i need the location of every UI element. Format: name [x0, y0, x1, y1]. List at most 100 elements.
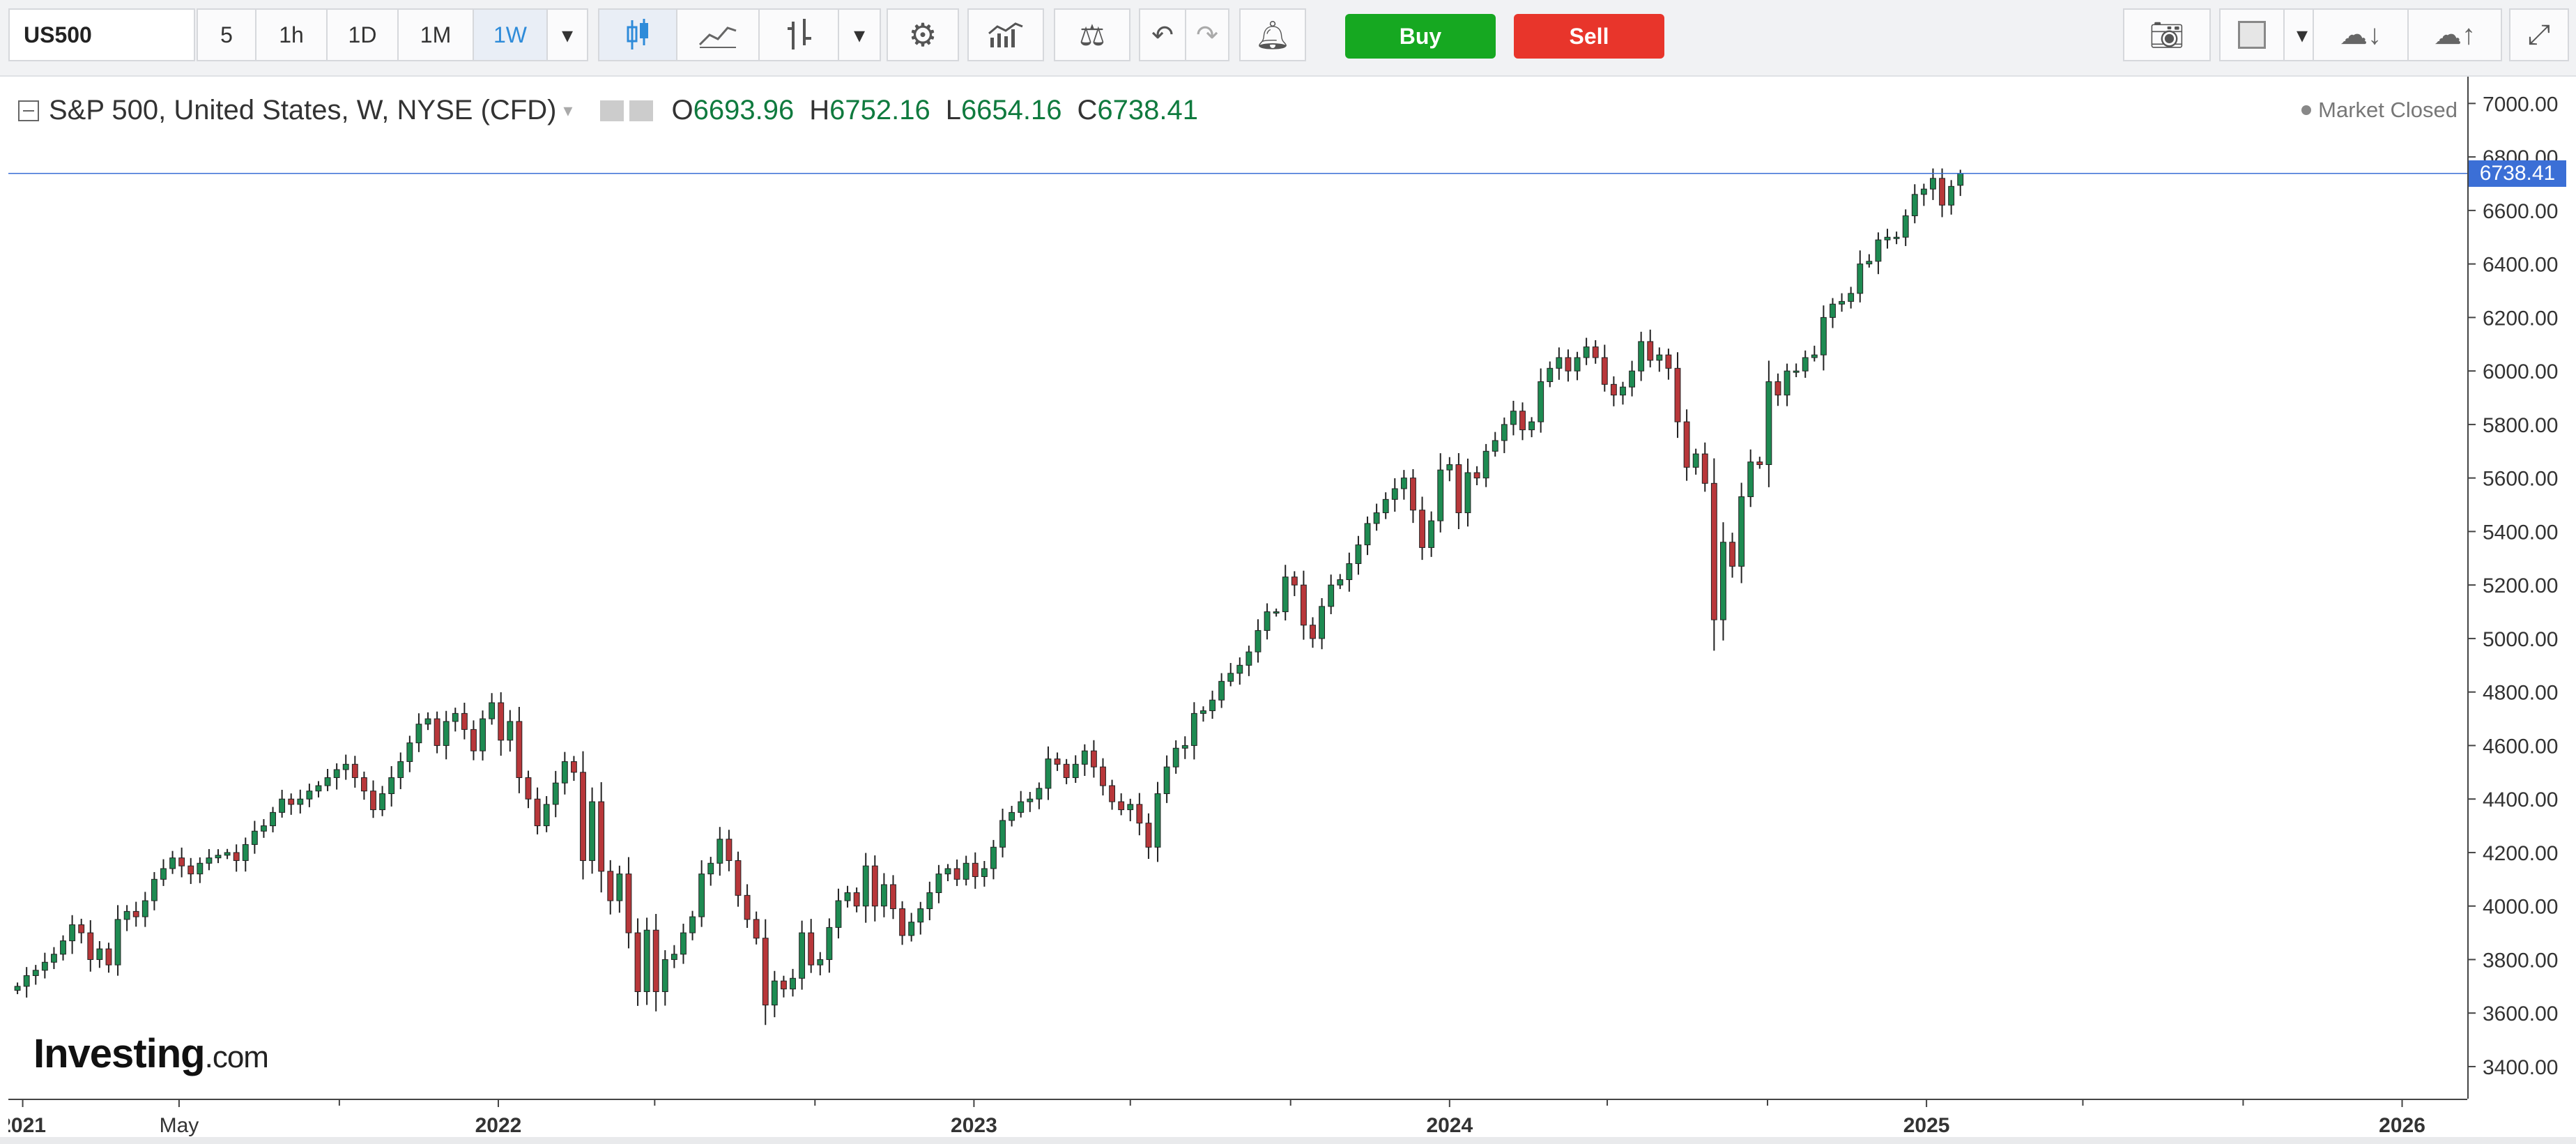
undo-button[interactable]: ↶: [1139, 8, 1185, 61]
chart-plot-area[interactable]: [8, 77, 2467, 1099]
candle-body: [461, 712, 468, 730]
area-chart-icon: [698, 26, 737, 48]
candle-body: [698, 874, 705, 917]
price-axis[interactable]: 3400.00 3600.00 3800.00 4000.00 4200.00 4400.…: [2467, 77, 2576, 1099]
candle-body: [1218, 680, 1225, 701]
redo-button[interactable]: ↷: [1185, 8, 1229, 61]
eye-icon[interactable]: [600, 100, 624, 121]
collapse-toggle-icon[interactable]: [18, 100, 39, 121]
candle-body: [1930, 178, 1936, 190]
candle-body: [1601, 357, 1608, 385]
candle-body: [534, 798, 541, 827]
candle-body: [1501, 424, 1508, 441]
logo-suffix: .com: [204, 1040, 269, 1074]
candle-body: [1018, 801, 1025, 813]
candle-body: [1774, 381, 1781, 396]
candle-body: [507, 721, 514, 741]
interval-1h-button[interactable]: 1h: [255, 8, 326, 61]
interval-1m-button[interactable]: 1M: [397, 8, 473, 61]
sell-button[interactable]: Sell: [1514, 14, 1664, 59]
interval-1d-button[interactable]: 1D: [326, 8, 397, 61]
candle-body: [1310, 625, 1316, 639]
time-axis[interactable]: 2021 May 2022 2023 2024 2025 2026: [0, 1099, 2467, 1138]
ohlc-bars-icon: [788, 19, 811, 49]
candle-body: [224, 852, 231, 856]
candle-body: [1382, 498, 1389, 514]
bar-chart-button[interactable]: [758, 8, 838, 61]
candle-body: [123, 910, 130, 920]
candle-body: [1793, 370, 1800, 373]
candle-body: [1866, 261, 1873, 265]
candle-body: [397, 761, 404, 778]
candle-body: [1638, 341, 1645, 372]
candle-body: [899, 908, 905, 936]
candle-body: [1446, 464, 1453, 471]
candle-body: [1036, 788, 1043, 800]
interval-5-button[interactable]: 5: [197, 8, 255, 61]
candle-body: [652, 929, 659, 992]
candle-body: [1747, 462, 1754, 498]
candle-body: [306, 791, 313, 800]
interval-1w-button[interactable]: 1W: [473, 8, 546, 61]
candle-body: [1328, 584, 1335, 607]
legend-gear-icon[interactable]: [629, 100, 654, 121]
candle-body: [908, 922, 915, 936]
candle-body: [333, 769, 340, 778]
candle-body: [543, 804, 550, 827]
interval-group: 5 1h 1D 1M 1W ▾: [197, 8, 588, 61]
chart-type-dropdown-button[interactable]: ▾: [838, 8, 881, 61]
camera-icon: 📷︎: [2149, 20, 2185, 51]
candle-body: [379, 793, 386, 811]
load-chart-button[interactable]: ☁↓: [2313, 8, 2407, 61]
candle-body: [178, 857, 185, 867]
candle-body: [1482, 450, 1489, 479]
candle-body: [1009, 811, 1015, 821]
chevron-down-icon: ▾: [2296, 22, 2308, 47]
y-tick-label: 4800.00: [2483, 682, 2558, 705]
status-dot-icon: [2301, 105, 2312, 115]
line-chart-button[interactable]: [676, 8, 758, 61]
layout-button[interactable]: [2219, 8, 2283, 61]
buy-button[interactable]: Buy: [1345, 14, 1496, 59]
alert-button[interactable]: 🔔︎: [1239, 8, 1306, 61]
cloud-download-icon: ☁↓: [2340, 20, 2382, 50]
candle-body: [1172, 747, 1179, 768]
indicators-button[interactable]: [967, 8, 1044, 61]
candle-body: [661, 959, 668, 992]
candle-body: [1245, 651, 1252, 666]
candle-body: [1683, 421, 1690, 468]
candle-body: [670, 954, 677, 960]
symbol-search-input[interactable]: [8, 8, 195, 61]
candle-body: [1181, 745, 1188, 749]
candle-body: [1620, 386, 1626, 396]
candle-body: [890, 884, 896, 910]
y-tick-label: 4600.00: [2483, 735, 2558, 758]
candle-body: [1911, 194, 1918, 217]
candle-body: [215, 855, 222, 859]
save-chart-button[interactable]: ☁↑: [2407, 8, 2502, 61]
interval-dropdown-button[interactable]: ▾: [546, 8, 588, 61]
x-tick-label: 2024: [1426, 1114, 1473, 1137]
candle-body: [1565, 357, 1572, 372]
candle-body: [1163, 766, 1170, 795]
candle-body: [1647, 341, 1654, 361]
candlestick-chart-button[interactable]: [598, 8, 676, 61]
candle-body: [1282, 577, 1289, 613]
settings-button[interactable]: ⚙: [887, 8, 959, 61]
fullscreen-button[interactable]: ⤢: [2509, 8, 2569, 61]
candle-body: [1939, 178, 1945, 206]
candle-body: [1692, 453, 1699, 468]
legend-dropdown-icon[interactable]: ▾: [563, 100, 573, 121]
candle-body: [862, 865, 869, 907]
bottom-scroll-strip[interactable]: [0, 1137, 2576, 1144]
candle-body: [817, 959, 824, 966]
compare-button[interactable]: ⚖: [1054, 8, 1130, 61]
candlestick-icon: [627, 19, 648, 49]
y-tick-label: 3800.00: [2483, 949, 2558, 972]
scale-icon: ⚖: [1079, 18, 1105, 52]
candle-body: [105, 948, 112, 966]
screenshot-button[interactable]: 📷︎: [2123, 8, 2211, 61]
candle-body: [616, 874, 623, 901]
candle-body: [607, 871, 614, 901]
candle-body: [853, 892, 860, 907]
